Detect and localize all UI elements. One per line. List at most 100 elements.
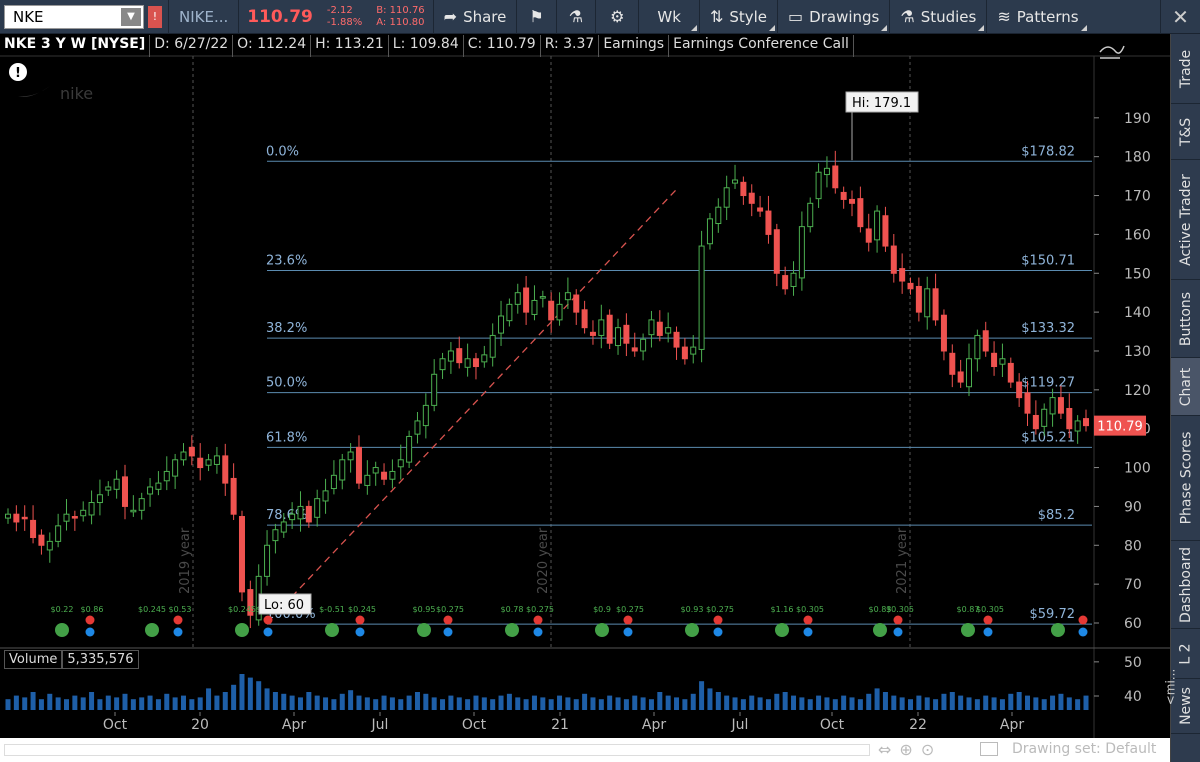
volume-bar	[682, 699, 688, 710]
volume-bar	[1083, 695, 1089, 710]
earnings-icon	[803, 615, 813, 625]
x-tick-label: 21	[551, 717, 569, 733]
volume-bar	[690, 693, 696, 710]
candle-body	[757, 207, 764, 212]
candle-body	[907, 282, 914, 290]
candle-body	[915, 285, 922, 313]
candle-body	[840, 191, 847, 200]
candle-body	[940, 314, 947, 352]
candle-body	[238, 516, 245, 593]
sidebar-tab-l-2[interactable]: L 2	[1171, 629, 1200, 679]
candle-body	[5, 513, 11, 519]
sidebar-tab-label: Phase Scores	[1178, 431, 1195, 525]
share-button[interactable]: ➦ Share	[434, 0, 517, 34]
candle-body	[523, 287, 530, 313]
timeframe-button[interactable]: Wk	[639, 0, 699, 34]
studies-button[interactable]: ⚗ Studies	[890, 0, 986, 34]
volume-bar	[147, 695, 153, 710]
volume-bar	[640, 697, 646, 710]
candle-body	[55, 525, 62, 542]
candle-body	[589, 331, 596, 336]
volume-bar	[431, 697, 437, 710]
sidebar-tab-buttons[interactable]: Buttons	[1171, 280, 1200, 358]
drawings-button[interactable]: ▭ Drawings	[778, 0, 889, 34]
dividend-icon	[775, 623, 789, 637]
sidebar-tab-chart[interactable]: Chart	[1171, 358, 1200, 416]
price-chart[interactable]: 2019 year 2020 year 2021 year nike 0.0% $17…	[0, 34, 1170, 738]
chevron-down-icon[interactable]: ▼	[121, 7, 141, 26]
volume-bar	[448, 695, 454, 710]
x-tick-label: Jul	[731, 717, 749, 733]
candle-body	[364, 474, 371, 486]
mini-label[interactable]: <mi...	[1163, 668, 1178, 706]
volume-bar	[832, 699, 838, 710]
dividend-icon	[1051, 623, 1065, 637]
style-icon: ⇅	[709, 7, 724, 26]
dividend-icon	[417, 623, 431, 637]
flask-icon: ⚗	[568, 7, 584, 26]
candle-body	[999, 358, 1006, 365]
settings-button[interactable]: ⚙	[596, 0, 638, 34]
volume-bar	[406, 695, 412, 710]
volume-bar	[983, 695, 989, 710]
drawing-set-label[interactable]: Drawing set: Default	[1012, 741, 1157, 757]
candle-body	[163, 470, 170, 482]
dividend-label: $0.305	[976, 605, 1004, 614]
info-earnings[interactable]: Earnings	[599, 35, 670, 57]
volume-bar	[1058, 693, 1064, 710]
patterns-button[interactable]: ≋ Patterns	[987, 0, 1088, 34]
sidebar-tab-dashboard[interactable]: Dashboard	[1171, 541, 1200, 629]
sidebar-tab-active-trader[interactable]: Active Trader	[1171, 160, 1200, 280]
candle-body	[289, 513, 296, 521]
fib-pct-label: 61.8%	[266, 430, 307, 445]
alert-badge[interactable]: !	[148, 5, 162, 28]
volume-bar	[615, 697, 621, 710]
candle-body	[30, 519, 37, 539]
candle-body	[656, 321, 663, 336]
flask-button[interactable]: ⚗	[557, 0, 595, 34]
horizontal-scrollbar[interactable]	[4, 744, 870, 756]
conference-call-icon	[85, 627, 95, 637]
volume-bar	[548, 699, 554, 710]
candle-body	[422, 404, 429, 427]
symbol-input[interactable]: NKE ▼	[4, 4, 144, 29]
crosshair-icon[interactable]: ⊕	[899, 740, 913, 759]
zoom-icon[interactable]: ⊙	[920, 740, 935, 759]
volume-bar	[272, 692, 278, 710]
sidebar-tab-phase-scores[interactable]: Phase Scores	[1171, 416, 1200, 541]
drawings-icon: ▭	[788, 7, 804, 26]
candle-body	[188, 446, 195, 457]
flag-icon: ⚑	[529, 7, 544, 26]
sidebar-tab-t-s[interactable]: T&S	[1171, 104, 1200, 160]
candle-body	[623, 324, 630, 344]
volume-bar	[882, 692, 888, 710]
sidebar-tab-news[interactable]: News	[1171, 679, 1200, 734]
close-icon[interactable]: ✕	[1160, 0, 1200, 34]
candle-body	[606, 314, 613, 344]
candle-body	[899, 268, 906, 282]
scroll-arrows-icon[interactable]: ⇔	[878, 740, 892, 759]
sidebar-tab-trade[interactable]: Trade	[1171, 34, 1200, 104]
candle-body	[121, 476, 128, 507]
info-conf-call[interactable]: Earnings Conference Call	[669, 35, 854, 57]
volume-bar	[297, 697, 303, 710]
candle-body	[105, 486, 112, 491]
flag-button[interactable]: ⚑	[517, 0, 555, 34]
chart-style-icon[interactable]	[1099, 45, 1125, 59]
x-tick-label: 22	[909, 717, 927, 733]
volume-bar	[440, 699, 446, 710]
drawing-set-icon[interactable]	[980, 742, 998, 756]
candle-body	[63, 513, 70, 522]
gear-icon: ⚙	[610, 7, 625, 26]
candle-body	[974, 334, 981, 360]
candle-body	[581, 309, 588, 329]
volume-bar	[306, 692, 312, 710]
dividend-label: $0.53	[169, 605, 192, 614]
candle-body	[489, 334, 496, 358]
volume-bar	[958, 695, 964, 710]
candle-body	[573, 294, 580, 313]
candle-body	[13, 513, 20, 523]
volume-bar	[707, 688, 713, 710]
style-button[interactable]: ⇅ Style	[700, 0, 777, 34]
volume-bar	[63, 699, 69, 710]
